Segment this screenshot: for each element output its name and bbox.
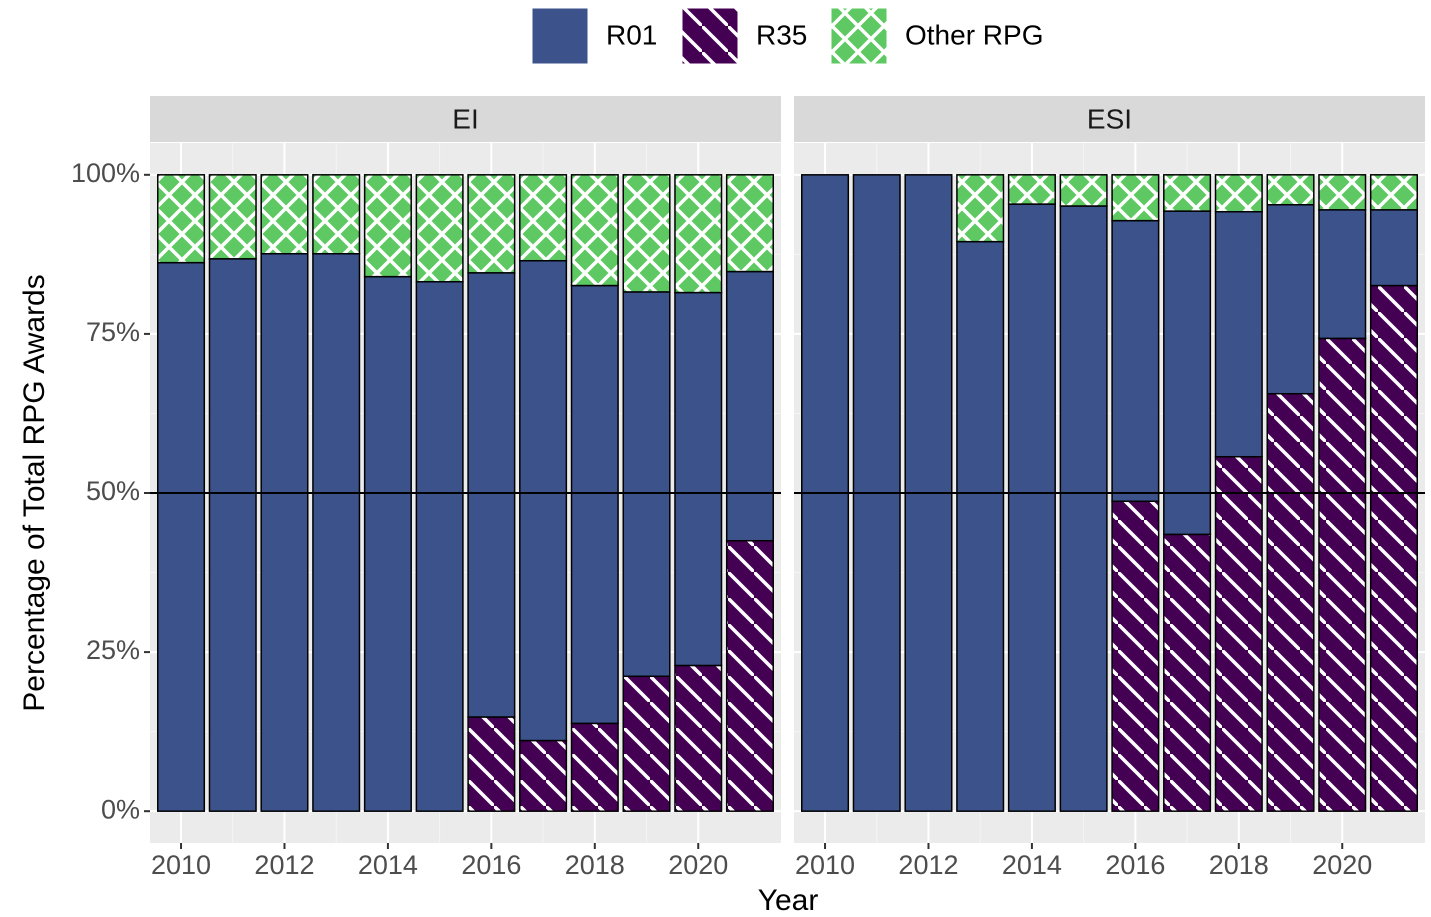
legend-key <box>681 7 739 65</box>
bar-segment <box>415 280 464 812</box>
facet-label: EI <box>452 103 478 134</box>
bar-segment <box>674 664 723 812</box>
bar-segment <box>956 240 1005 812</box>
bar-segment <box>1266 203 1315 395</box>
x-tick-label: 2016 <box>1105 850 1165 880</box>
bar-segment <box>1163 533 1212 812</box>
bar-segment <box>1369 284 1418 812</box>
bar-segment <box>467 174 516 274</box>
x-tick-label: 2020 <box>1312 850 1372 880</box>
facet-label: ESI <box>1087 103 1132 134</box>
bar-segment <box>1163 174 1212 212</box>
bar-segment <box>1266 174 1315 206</box>
bar-segment <box>519 174 568 262</box>
bar-segment <box>1318 174 1367 211</box>
y-axis-title: Percentage of Total RPG Awards <box>18 274 51 711</box>
x-tick-label: 2020 <box>668 850 728 880</box>
bar-segment <box>363 275 412 812</box>
x-tick-label: 2014 <box>1002 850 1062 880</box>
bar-segment <box>208 258 257 812</box>
x-axis-title: Year <box>758 884 819 917</box>
bar-segment <box>674 174 723 294</box>
bar-segment <box>570 174 619 287</box>
bar-segment <box>312 252 361 812</box>
bar-segment <box>467 716 516 812</box>
strip <box>150 96 781 142</box>
bar-segment <box>1214 210 1263 458</box>
bar-segment <box>363 174 412 278</box>
y-tick-label: 50% <box>86 476 140 506</box>
bar-segment <box>208 174 257 260</box>
bar-segment <box>1266 392 1315 812</box>
strip <box>794 96 1425 142</box>
legend-label: R35 <box>756 19 807 50</box>
bar-segment <box>1369 209 1418 287</box>
bar-segment <box>725 174 774 273</box>
bar-segment <box>1059 174 1108 207</box>
y-tick-label: 75% <box>86 317 140 347</box>
bar-segment <box>1318 337 1367 812</box>
bar-segment <box>1111 500 1160 812</box>
bar-segment <box>1214 455 1263 812</box>
bar-segment <box>260 252 309 812</box>
bar-segment <box>1059 205 1108 812</box>
x-tick-label: 2018 <box>565 850 625 880</box>
bar-segment <box>519 739 568 812</box>
bar-segment <box>725 539 774 812</box>
bar-segment <box>570 284 619 725</box>
bar-segment <box>725 270 774 542</box>
bar-segment <box>1163 210 1212 536</box>
bar-segment <box>157 174 206 264</box>
bar-segment <box>1369 174 1418 211</box>
legend-label: Other RPG <box>905 19 1043 50</box>
bar-segment <box>1111 219 1160 503</box>
bar-segment <box>622 291 671 678</box>
y-tick-label: 100% <box>71 158 140 188</box>
bar-segment <box>622 675 671 812</box>
x-tick-label: 2018 <box>1209 850 1269 880</box>
y-tick-label: 25% <box>86 635 140 665</box>
x-tick-label: 2016 <box>461 850 521 880</box>
x-tick-label: 2014 <box>358 850 418 880</box>
bar-segment <box>519 259 568 742</box>
bar-segment <box>1111 174 1160 222</box>
x-tick-label: 2012 <box>254 850 314 880</box>
legend-label: R01 <box>606 19 657 50</box>
bar-segment <box>415 174 464 283</box>
legend-key <box>830 7 888 65</box>
bar-segment <box>1007 174 1056 205</box>
bar-segment <box>312 174 361 255</box>
bar-segment <box>1007 203 1056 812</box>
bar-segment <box>570 722 619 812</box>
legend-key <box>531 7 589 65</box>
y-tick-label: 0% <box>101 794 140 824</box>
bar-segment <box>467 272 516 718</box>
bar-segment <box>157 261 206 812</box>
bar-segment <box>1214 174 1263 213</box>
bar-segment <box>674 291 723 667</box>
x-tick-label: 2012 <box>898 850 958 880</box>
bar-segment <box>1318 209 1367 340</box>
bar-segment <box>956 174 1005 243</box>
bar-segment <box>622 174 671 293</box>
x-tick-label: 2010 <box>151 850 211 880</box>
bar-segment <box>260 174 309 255</box>
x-tick-label: 2010 <box>795 850 855 880</box>
